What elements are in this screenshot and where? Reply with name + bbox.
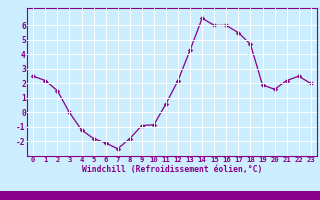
X-axis label: Windchill (Refroidissement éolien,°C): Windchill (Refroidissement éolien,°C) — [82, 165, 262, 174]
